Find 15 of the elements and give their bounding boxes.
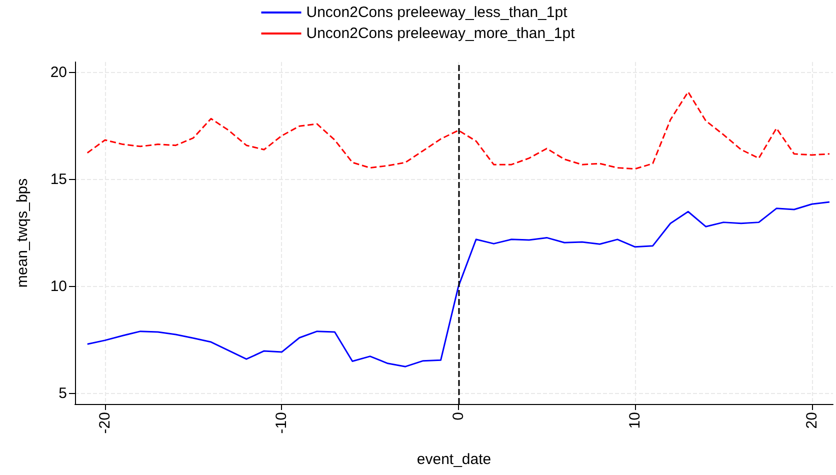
x-tick-label: 20 bbox=[803, 412, 820, 429]
line-series bbox=[86, 91, 830, 170]
y-axis-title: mean_twqs_bps bbox=[14, 178, 31, 288]
y-tick-label: 15 bbox=[50, 171, 67, 188]
y-tick-label: 5 bbox=[58, 384, 67, 402]
legend-label: Uncon2Cons preleeway_less_than_1pt bbox=[306, 4, 568, 21]
y-tick-label: 10 bbox=[50, 278, 67, 295]
y-tick-label: 20 bbox=[50, 64, 67, 82]
x-tick-label: -20 bbox=[96, 412, 114, 434]
line-series bbox=[86, 201, 830, 368]
x-axis-title: event_date bbox=[416, 451, 492, 468]
x-tick-label: 0 bbox=[450, 412, 467, 420]
x-tick-label: 10 bbox=[626, 412, 644, 429]
x-tick-label: -10 bbox=[273, 412, 290, 434]
legend-label: Uncon2Cons preleeway_more_than_1pt bbox=[306, 25, 576, 42]
